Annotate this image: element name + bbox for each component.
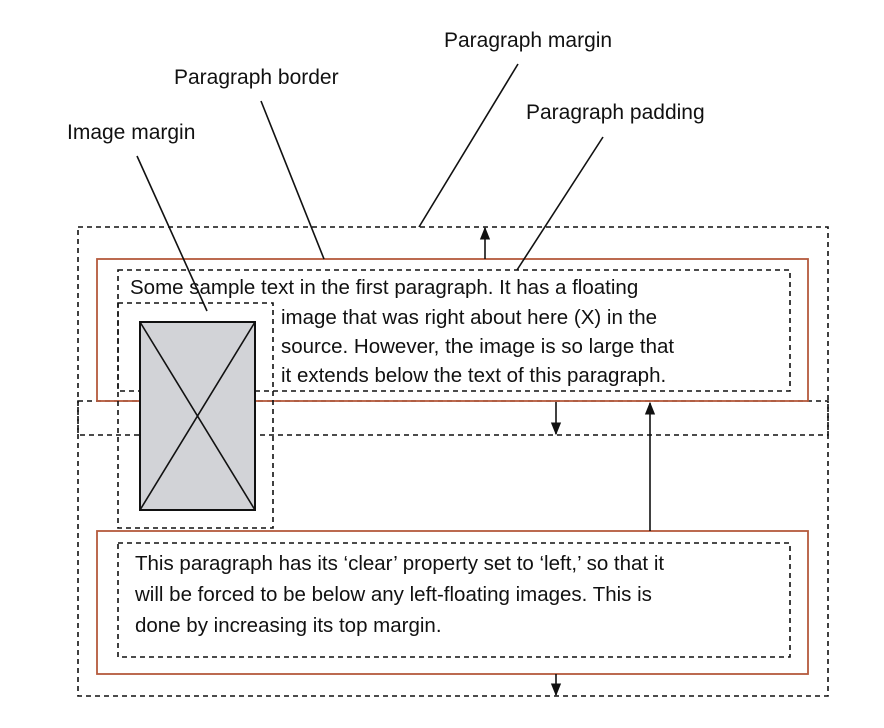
image-cross-line-2 [139, 321, 256, 511]
paragraph1-text: Some sample text in the first paragraph.… [130, 276, 674, 387]
paragraph1-margin-box [77, 226, 829, 436]
floating-image-placeholder [139, 321, 256, 511]
paragraph1-border [96, 258, 809, 402]
leader-paragraph-margin [418, 63, 519, 228]
label-paragraph-padding: Paragraph padding [526, 101, 705, 124]
paragraph1-line-2: image that was right about here (X) in t… [281, 306, 657, 329]
paragraph1-line-1: Some sample text in the first paragraph.… [130, 276, 638, 299]
leader-paragraph-padding [516, 136, 604, 271]
leader-paragraph-border [260, 100, 325, 260]
paragraph2-line-1: This paragraph has its ‘clear’ property … [135, 552, 664, 575]
paragraph1-line-3: source. However, the image is so large t… [281, 335, 674, 358]
paragraph2-padding-box [117, 542, 791, 658]
paragraph2-border [96, 530, 809, 675]
label-paragraph-border: Paragraph border [174, 66, 339, 89]
paragraph2-line-3: done by increasing its top margin. [135, 614, 442, 637]
paragraph1-line-4: it extends below the text of this paragr… [281, 364, 666, 387]
paragraph2-text: This paragraph has its ‘clear’ property … [134, 552, 664, 637]
leader-image-margin [136, 155, 208, 312]
label-image-margin: Image margin [67, 121, 195, 144]
paragraph2-line-2: will be forced to be below any left-floa… [134, 583, 652, 606]
label-paragraph-margin: Paragraph margin [444, 29, 612, 52]
